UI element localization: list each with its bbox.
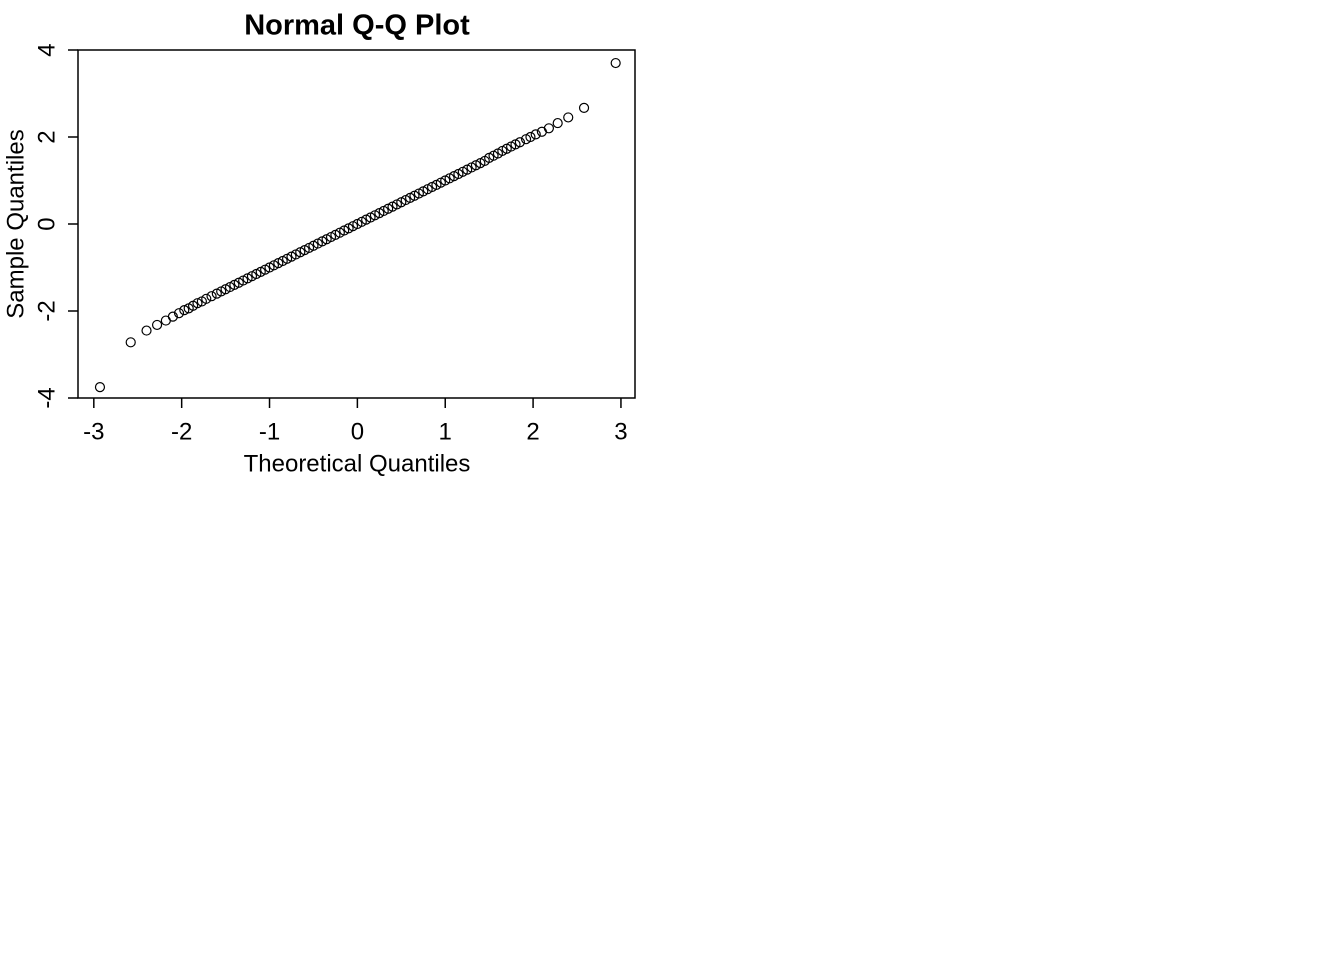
point	[552, 117, 563, 129]
chart-title: Normal Q-Q Plot	[244, 10, 470, 42]
x-tick-label: -2	[171, 418, 192, 445]
x-tick-label: 2	[526, 418, 539, 445]
point	[179, 305, 190, 316]
x-axis-label: Theoretical Quantiles	[244, 450, 471, 477]
point	[173, 308, 185, 319]
point	[201, 293, 212, 304]
point	[125, 337, 136, 348]
point	[543, 123, 555, 134]
point	[167, 311, 178, 322]
y-tick-label: 2	[33, 130, 60, 143]
point	[141, 325, 152, 336]
y-axis-label: Sample Quantiles	[2, 129, 29, 318]
point	[530, 129, 541, 140]
y-tick-label: 4	[33, 43, 60, 56]
point	[578, 102, 590, 113]
point	[610, 57, 621, 69]
y-tick-label: -4	[33, 387, 60, 408]
y-tick-label: -2	[33, 300, 60, 321]
point	[563, 112, 574, 123]
point	[206, 291, 217, 302]
x-tick-label: 1	[439, 418, 452, 445]
y-tick-label: 0	[33, 217, 60, 230]
point	[192, 298, 203, 309]
point	[94, 382, 106, 393]
point	[525, 131, 536, 143]
point	[151, 319, 163, 331]
x-tick-label: -1	[259, 418, 280, 445]
x-tick-label: -3	[83, 418, 104, 445]
point	[514, 137, 526, 148]
x-tick-label: 3	[614, 418, 627, 445]
x-tick-label: 0	[351, 418, 364, 445]
